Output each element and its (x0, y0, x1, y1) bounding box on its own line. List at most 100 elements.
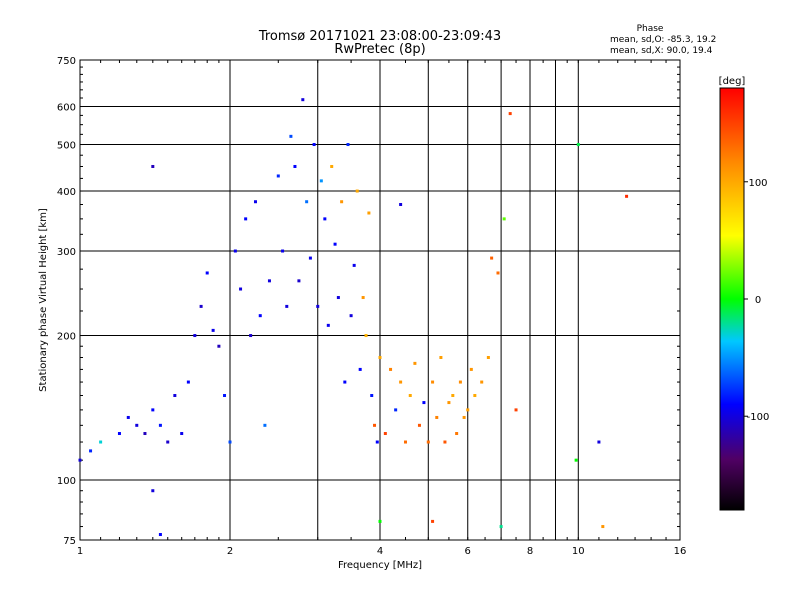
scatter-point (352, 263, 356, 267)
scatter-point (308, 256, 312, 260)
scatter-point (319, 179, 323, 183)
scatter-point (361, 296, 365, 300)
y-tick-label: 100 (57, 476, 76, 487)
scatter-point (312, 143, 316, 147)
scatter-point (514, 408, 518, 412)
scatter-point (263, 423, 267, 427)
scatter-point (597, 440, 601, 444)
scatter-point (435, 415, 439, 419)
scatter-point (417, 423, 421, 427)
scatter-point (413, 361, 417, 365)
scatter-point (217, 344, 221, 348)
scatter-point (601, 525, 605, 529)
scatter-point (367, 211, 371, 215)
y-tick-label: 400 (57, 187, 76, 198)
scatter-point (281, 249, 285, 253)
scatter-point (499, 525, 503, 529)
scatter-point (205, 271, 209, 275)
scatter-point (151, 489, 155, 493)
x-tick-label: 4 (377, 546, 383, 557)
stats-o-line: mean, sd,O: -85.3, 19.2 (610, 35, 716, 45)
scatter-point (576, 143, 580, 147)
scatter-point (199, 304, 203, 308)
scatter-point (469, 367, 473, 371)
scatter-point (358, 367, 362, 371)
scatter-point (151, 164, 155, 168)
scatter-point (180, 432, 184, 436)
scatter-point (305, 200, 309, 204)
scatter-point (443, 440, 447, 444)
scatter-point (166, 440, 170, 444)
scatter-point (439, 355, 443, 359)
scatter-point (355, 189, 359, 193)
scatter-point (447, 401, 451, 405)
scatter-point (289, 134, 293, 138)
y-tick-label: 75 (63, 536, 76, 547)
scatter-point (193, 334, 197, 338)
y-tick-label: 500 (57, 141, 76, 152)
scatter-point (186, 380, 190, 384)
scatter-point (403, 440, 407, 444)
colorbar-tick-label: -100 (747, 412, 770, 423)
scatter-point (473, 394, 477, 398)
scatter-point (126, 415, 130, 419)
scatter-point (223, 394, 227, 398)
colorbar-gradient (719, 87, 745, 511)
scatter-point (211, 328, 215, 332)
chart-subtitle: RwPretec (8p) (334, 42, 425, 57)
scatter-point (466, 408, 470, 412)
scatter-point (135, 423, 139, 427)
scatter-point (508, 112, 512, 116)
scatter-point (173, 394, 177, 398)
scatter-point (458, 380, 462, 384)
stats-x-line: mean, sd,X: 90.0, 19.4 (610, 46, 713, 56)
scatter-point (451, 394, 455, 398)
scatter-point (258, 314, 262, 318)
scatter-points-layer (78, 98, 629, 537)
scatter-point (486, 355, 490, 359)
scatter-point (293, 164, 297, 168)
scatter-point (330, 164, 334, 168)
scatter-point (378, 355, 382, 359)
scatter-point (228, 440, 232, 444)
scatter-point (431, 519, 435, 523)
scatter-point (326, 323, 330, 327)
scatter-point (370, 394, 374, 398)
scatter-point (490, 256, 494, 260)
scatter-point (574, 458, 578, 462)
colorbar: [deg] 100 0 -100 (719, 76, 770, 511)
x-tick-label: 6 (465, 546, 471, 557)
scatter-point (285, 304, 289, 308)
scatter-point (422, 401, 426, 405)
stats-heading: Phase (637, 24, 664, 34)
scatter-point (455, 432, 459, 436)
scatter-point (89, 449, 93, 453)
scatter-point (408, 394, 412, 398)
scatter-point (239, 287, 243, 291)
colorbar-tick-label: 100 (748, 178, 767, 189)
x-tick-label: 8 (527, 546, 533, 557)
scatter-point (496, 271, 500, 275)
scatter-point (316, 304, 320, 308)
scatter-point (249, 334, 253, 338)
scatter-point (399, 380, 403, 384)
scatter-point (117, 432, 121, 436)
scatter-point (349, 314, 353, 318)
scatter-point (462, 415, 466, 419)
scatter-point (158, 423, 162, 427)
scatter-point (394, 408, 398, 412)
scatter-point (233, 249, 237, 253)
scatter-point (297, 279, 301, 283)
scatter-point (431, 380, 435, 384)
scatter-point (625, 194, 629, 198)
scatter-point (383, 432, 387, 436)
x-axis-label: Frequency [MHz] (338, 560, 422, 571)
scatter-point (143, 432, 147, 436)
y-tick-label: 200 (57, 332, 76, 343)
colorbar-tick-label: 0 (755, 295, 761, 306)
scatter-point (426, 440, 430, 444)
chart-title: Tromsø 20171021 23:08:00-23:09:43 (258, 29, 501, 44)
scatter-point (343, 380, 347, 384)
scatter-point (364, 334, 368, 338)
